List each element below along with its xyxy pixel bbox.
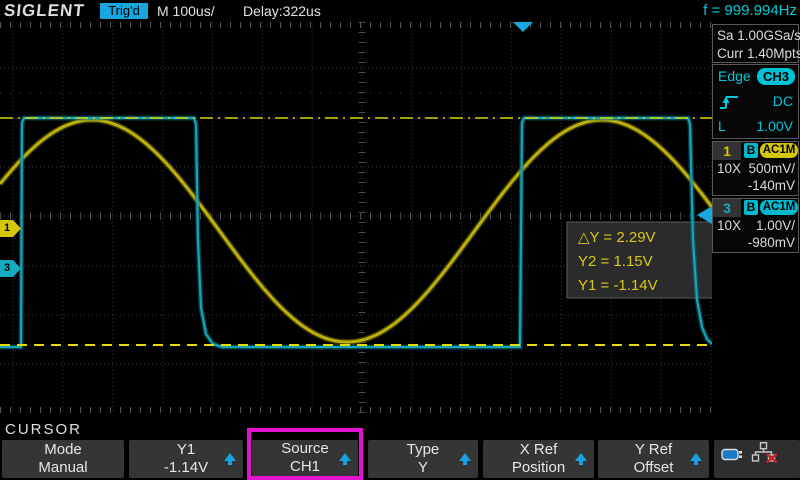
io-status-panel[interactable] [714,440,800,478]
trigger-source-badge: CH3 [757,68,795,85]
acquisition-panel[interactable]: Sa 1.00GSa/s Curr 1.40Mpts [712,24,800,63]
cursor-measurements: △Y = 2.29V Y2 = 1.15V Y1 = -1.14V [578,226,658,298]
ch3-bandwidth-badge: B [744,200,758,215]
ch1-offset: -140mV [747,178,795,193]
sample-rate: Sa 1.00GSa/s [717,28,800,43]
ch1-coupling-badge: AC1M [760,143,798,158]
ch1-probe: 10X [717,161,742,176]
softkey-mode[interactable]: Mode Manual [2,440,124,478]
softkey-type[interactable]: Type Y [368,440,478,478]
menu-title: CURSOR [5,421,83,438]
y2-readout: Y2 = 1.15V [578,253,653,270]
softkey-source[interactable]: Source CH1 [252,440,358,476]
softkey-yref[interactable]: Y Ref Offset [598,440,709,478]
softkey-label: Y1 [176,441,196,458]
ch1-sine-trace [0,118,712,344]
ch3-probe: 10X [717,218,742,233]
up-arrow-icon [339,453,351,465]
softkey-label: Type [406,441,440,458]
softkey-value: -1.14V [163,459,209,476]
ch3-coupling-badge: AC1M [760,200,798,215]
trigger-panel[interactable]: Edge CH3 DC L 1.00V [712,64,799,139]
softkey-label: Mode [44,441,82,458]
lan-disconnected-icon [752,441,779,464]
softkey-menu-bar: CURSOR Mode Manual Y1 -1.14V Source CH1 … [0,420,800,480]
delta-y-readout: △Y = 2.29V [578,229,656,246]
up-arrow-icon [690,453,702,465]
ch3-scale: 1.00V/ [755,218,795,233]
ch3-position-marker[interactable]: 3 [0,260,21,277]
ch1-bandwidth-badge: B [744,143,758,158]
up-arrow-icon [224,453,236,465]
ch1-scale: 500mV/ [748,161,795,176]
trigger-status-badge: Trig'd [100,3,148,19]
up-arrow-icon [459,453,471,465]
ch3-number: 3 [713,199,741,217]
brand-logo: SIGLENT [3,1,86,20]
up-arrow-icon [575,453,587,465]
softkey-label: X Ref [519,441,558,458]
memory-depth: Curr 1.40Mpts [717,46,800,61]
softkey-value: CH1 [289,458,320,475]
frequency-counter: f = 999.994Hz [703,2,797,19]
channel1-panel[interactable]: 1 B AC1M 10X 500mV/ -140mV [712,141,799,196]
timebase-readout: M 100us/ [157,3,215,19]
trigger-type: Edge [718,68,751,84]
selected-softkey-highlight [247,428,363,480]
softkey-value: Position [511,459,566,476]
softkey-y1[interactable]: Y1 -1.14V [129,440,243,478]
graticule [0,22,712,413]
trigger-delay-readout: Delay:322us [243,3,321,19]
softkey-label: Y Ref [634,441,673,458]
trigger-coupling: DC [772,93,793,109]
ch1-number: 1 [713,142,741,160]
usb-icon [721,448,742,461]
ch1-position-marker[interactable]: 1 [0,220,21,237]
cursor-readout-box [566,221,712,299]
right-sidebar: Sa 1.00GSa/s Curr 1.40Mpts Edge CH3 DC L… [712,22,800,420]
softkey-label: Source [281,440,329,457]
y1-readout: Y1 = -1.14V [578,277,658,294]
rising-edge-icon [718,93,740,115]
channel3-panel[interactable]: 3 B AC1M 10X 1.00V/ -980mV [712,198,799,253]
ch3-offset: -980mV [747,235,795,250]
softkey-value: Manual [38,459,88,476]
trigger-position-marker[interactable] [513,22,533,32]
softkey-xref[interactable]: X Ref Position [483,440,594,478]
waveform-display: △Y = 2.29V Y2 = 1.15V Y1 = -1.14V 1 3 [0,22,712,420]
waveform-canvas [0,22,712,413]
trigger-level-value: 1.00V [756,118,793,134]
top-status-bar: SIGLENT Trig'd M 100us/ Delay:322us f = … [0,0,800,22]
softkey-value: Offset [633,459,674,476]
trigger-level-marker[interactable] [697,206,712,224]
trigger-level-label: L [718,118,726,134]
softkey-value: Y [417,459,428,476]
